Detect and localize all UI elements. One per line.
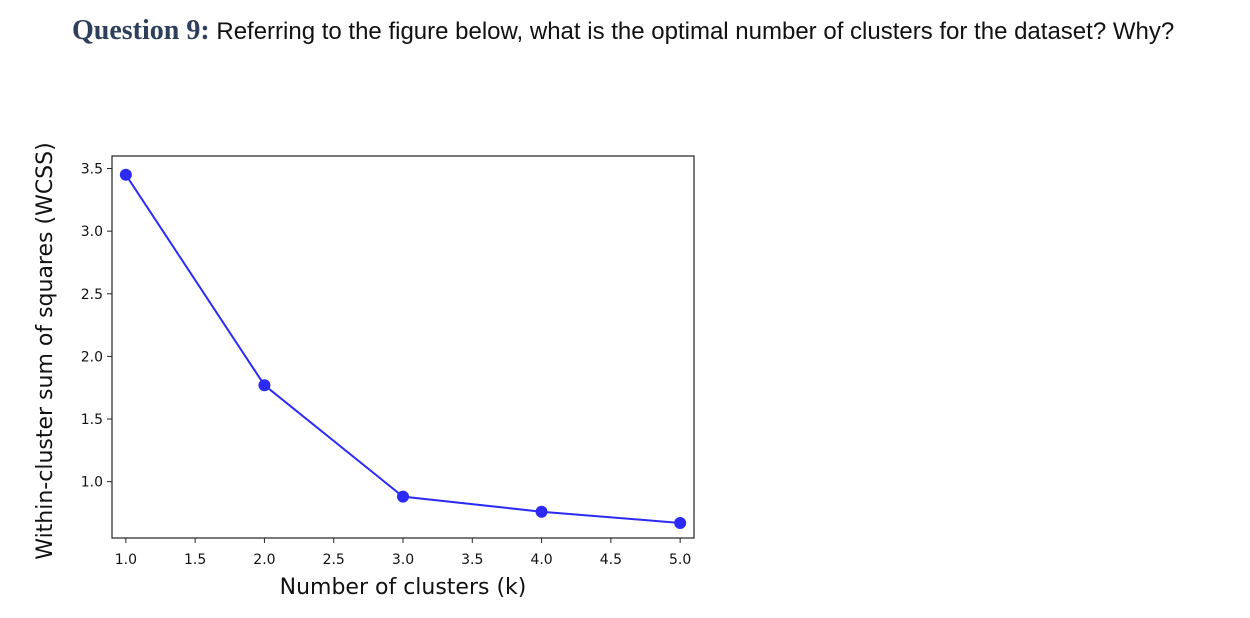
x-tick-label: 3.5 (461, 552, 483, 568)
x-tick-label: 3.0 (392, 552, 414, 568)
x-tick-label: 5.0 (669, 552, 691, 568)
x-tick-label: 2.0 (253, 552, 275, 568)
y-tick-label: 1.5 (81, 412, 103, 428)
x-tick-label: 4.5 (600, 552, 622, 568)
question-body: Referring to the figure below, what is t… (209, 18, 1175, 45)
question-label: Question 9: (72, 15, 210, 46)
data-point (397, 490, 409, 503)
y-tick-label: 2.5 (81, 287, 103, 303)
y-tick-label: 2.0 (81, 349, 103, 365)
y-axis-ticks: 1.0 1.5 2.0 2.5 3.0 3.5 (81, 162, 112, 491)
y-tick-label: 1.0 (81, 475, 103, 491)
x-tick-label: 4.0 (530, 552, 552, 568)
data-point (258, 379, 271, 392)
x-tick-label: 1.0 (115, 552, 137, 568)
x-tick-label: 1.5 (184, 552, 206, 568)
y-tick-label: 3.5 (81, 162, 103, 178)
data-point (674, 516, 687, 529)
y-axis-label: Within-cluster sum of squares (WCSS) (33, 142, 58, 559)
question-text: Question 9: Referring to the figure belo… (72, 12, 1242, 51)
data-point (535, 505, 548, 518)
y-tick-label: 3.0 (81, 224, 103, 240)
x-tick-label: 2.5 (323, 552, 345, 568)
series-points (119, 168, 687, 529)
plot-area-frame (111, 155, 695, 539)
x-axis-label: Number of clusters (k) (280, 575, 527, 600)
x-axis-ticks: 1.0 1.5 2.0 2.5 3.0 3.5 4.0 4.5 5.0 (115, 538, 691, 568)
data-point (119, 168, 132, 181)
series-line (125, 174, 681, 524)
